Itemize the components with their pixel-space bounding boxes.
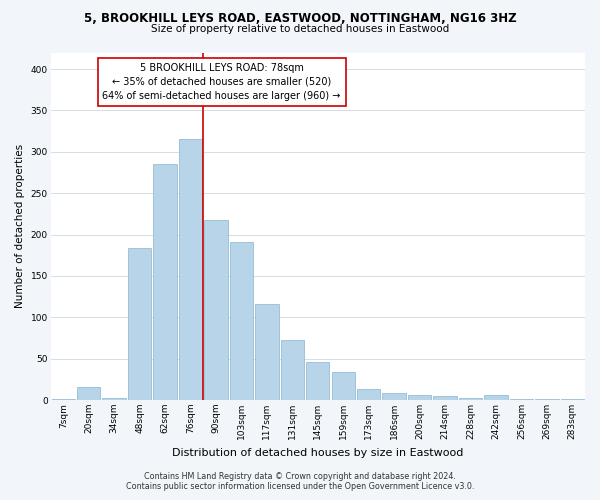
Text: Size of property relative to detached houses in Eastwood: Size of property relative to detached ho…: [151, 24, 449, 34]
Bar: [128, 248, 151, 400]
Text: Contains HM Land Registry data © Crown copyright and database right 2024.: Contains HM Land Registry data © Crown c…: [144, 472, 456, 481]
Bar: [382, 394, 406, 400]
Text: 5, BROOKHILL LEYS ROAD, EASTWOOD, NOTTINGHAM, NG16 3HZ: 5, BROOKHILL LEYS ROAD, EASTWOOD, NOTTIN…: [83, 12, 517, 24]
Bar: [230, 242, 253, 400]
Bar: [509, 399, 533, 400]
Text: Contains public sector information licensed under the Open Government Licence v3: Contains public sector information licen…: [126, 482, 474, 491]
Bar: [332, 372, 355, 400]
Text: 5 BROOKHILL LEYS ROAD: 78sqm
← 35% of detached houses are smaller (520)
64% of s: 5 BROOKHILL LEYS ROAD: 78sqm ← 35% of de…: [103, 63, 341, 101]
Bar: [560, 399, 584, 400]
Y-axis label: Number of detached properties: Number of detached properties: [15, 144, 25, 308]
Bar: [52, 399, 75, 400]
Bar: [535, 399, 559, 400]
Bar: [281, 340, 304, 400]
Bar: [77, 387, 100, 400]
Bar: [103, 398, 126, 400]
Bar: [484, 395, 508, 400]
Bar: [357, 390, 380, 400]
Bar: [306, 362, 329, 400]
Bar: [459, 398, 482, 400]
Bar: [255, 304, 278, 400]
Bar: [204, 220, 228, 400]
Bar: [154, 164, 177, 400]
Bar: [179, 140, 202, 400]
X-axis label: Distribution of detached houses by size in Eastwood: Distribution of detached houses by size …: [172, 448, 463, 458]
Bar: [408, 395, 431, 400]
Bar: [433, 396, 457, 400]
